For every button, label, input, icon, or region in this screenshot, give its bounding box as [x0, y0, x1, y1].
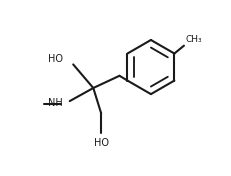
Text: HO: HO — [48, 54, 62, 64]
Text: CH₃: CH₃ — [185, 35, 201, 44]
Text: HO: HO — [93, 138, 108, 148]
Text: NH: NH — [48, 98, 62, 108]
